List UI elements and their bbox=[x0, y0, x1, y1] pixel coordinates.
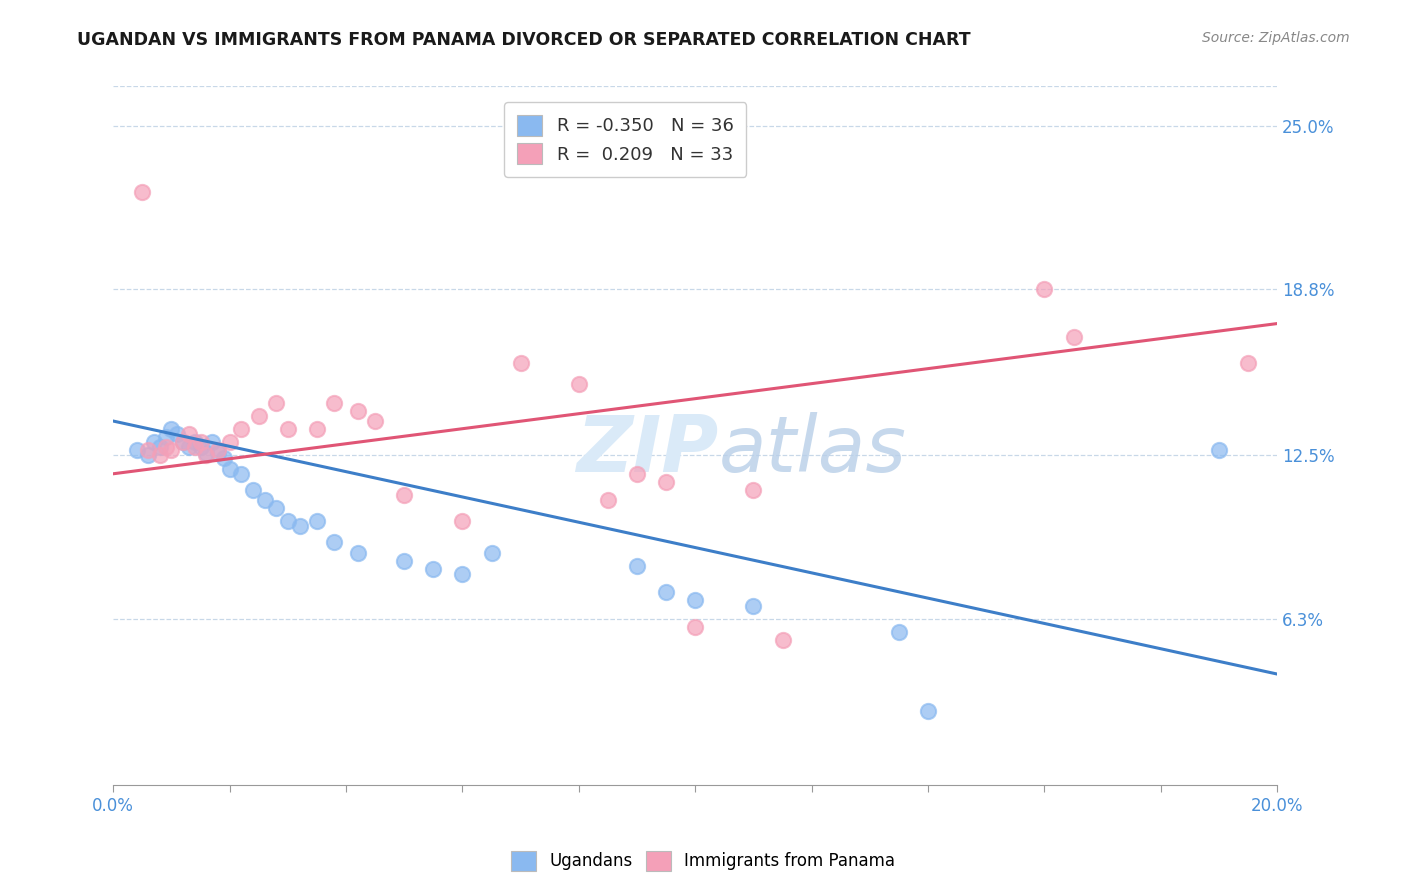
Point bbox=[125, 443, 148, 458]
Point bbox=[177, 427, 200, 442]
Legend: R = -0.350   N = 36, R =  0.209   N = 33: R = -0.350 N = 36, R = 0.209 N = 33 bbox=[505, 103, 747, 177]
Point bbox=[218, 435, 240, 450]
Point bbox=[207, 443, 229, 458]
Point bbox=[346, 546, 368, 560]
Point bbox=[264, 395, 287, 409]
Point bbox=[184, 435, 207, 450]
Point bbox=[422, 561, 444, 575]
Point bbox=[1237, 356, 1260, 370]
Point bbox=[655, 475, 678, 489]
Point bbox=[231, 467, 253, 481]
Point bbox=[212, 450, 235, 465]
Point bbox=[887, 624, 910, 639]
Point bbox=[451, 566, 474, 581]
Point bbox=[685, 593, 707, 607]
Point bbox=[277, 514, 299, 528]
Point bbox=[136, 448, 159, 462]
Point bbox=[626, 467, 648, 481]
Point bbox=[1063, 329, 1085, 343]
Point bbox=[184, 441, 207, 455]
Point bbox=[509, 356, 531, 370]
Point bbox=[742, 483, 765, 497]
Point bbox=[143, 435, 166, 450]
Point bbox=[481, 546, 503, 560]
Point bbox=[305, 514, 328, 528]
Point bbox=[218, 461, 240, 475]
Point bbox=[568, 377, 591, 392]
Legend: Ugandans, Immigrants from Panama: Ugandans, Immigrants from Panama bbox=[502, 842, 904, 880]
Text: Source: ZipAtlas.com: Source: ZipAtlas.com bbox=[1202, 31, 1350, 45]
Point bbox=[626, 559, 648, 574]
Point bbox=[394, 488, 416, 502]
Point bbox=[231, 422, 253, 436]
Point bbox=[247, 409, 270, 423]
Point bbox=[242, 483, 264, 497]
Point bbox=[190, 441, 212, 455]
Point bbox=[772, 632, 794, 647]
Point bbox=[288, 519, 311, 533]
Point bbox=[742, 599, 765, 613]
Point bbox=[190, 435, 212, 450]
Text: atlas: atlas bbox=[718, 411, 907, 488]
Point bbox=[596, 493, 619, 508]
Point bbox=[264, 501, 287, 516]
Text: ZIP: ZIP bbox=[576, 411, 718, 488]
Point bbox=[207, 445, 229, 459]
Point bbox=[346, 403, 368, 417]
Text: UGANDAN VS IMMIGRANTS FROM PANAMA DIVORCED OR SEPARATED CORRELATION CHART: UGANDAN VS IMMIGRANTS FROM PANAMA DIVORC… bbox=[77, 31, 972, 49]
Point bbox=[917, 704, 939, 718]
Point bbox=[172, 435, 194, 450]
Point bbox=[172, 435, 194, 450]
Point bbox=[277, 422, 299, 436]
Point bbox=[131, 185, 153, 199]
Point bbox=[323, 535, 346, 549]
Point bbox=[685, 619, 707, 633]
Point bbox=[149, 448, 172, 462]
Point bbox=[177, 441, 200, 455]
Point bbox=[1033, 282, 1056, 296]
Point bbox=[655, 585, 678, 599]
Point bbox=[451, 514, 474, 528]
Point bbox=[155, 441, 177, 455]
Point bbox=[305, 422, 328, 436]
Point bbox=[1208, 443, 1230, 458]
Point bbox=[201, 435, 224, 450]
Point bbox=[155, 430, 177, 444]
Point bbox=[364, 414, 387, 428]
Point bbox=[166, 427, 188, 442]
Point bbox=[323, 395, 346, 409]
Point bbox=[149, 441, 172, 455]
Point bbox=[195, 445, 218, 459]
Point bbox=[253, 493, 276, 508]
Point bbox=[394, 554, 416, 568]
Point bbox=[136, 443, 159, 458]
Point bbox=[160, 443, 183, 458]
Point bbox=[160, 422, 183, 436]
Point bbox=[195, 448, 218, 462]
